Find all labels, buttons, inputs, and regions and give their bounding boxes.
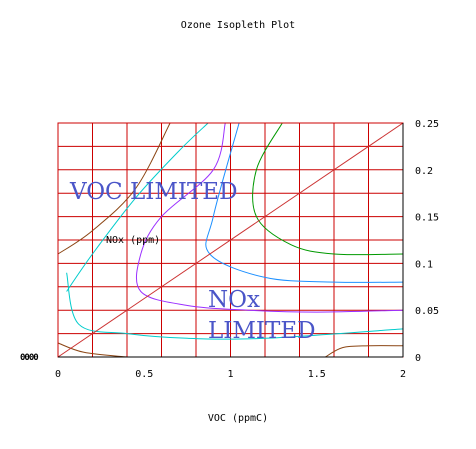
x-tick-label: 1	[227, 369, 233, 380]
isopleth-curve	[57, 122, 171, 255]
x-axis-label: VOC (ppmC)	[207, 413, 269, 424]
x-tick-label: 0	[55, 369, 61, 380]
y-tick-label: 0.1	[415, 259, 433, 270]
isopleth-curves	[57, 122, 404, 358]
isopleth-curve	[66, 272, 404, 340]
plot-frame	[57, 122, 404, 358]
y-axis-label: NOx (ppm)	[106, 235, 161, 246]
ridge-line	[57, 122, 404, 358]
x-tick-label: 0.5	[135, 369, 153, 380]
nox-limited-annotation-line1: NOx	[208, 287, 260, 313]
y-tick-label: 0.15	[415, 213, 439, 224]
isopleth-curve	[205, 122, 404, 283]
x-tick-label: 2	[400, 369, 406, 380]
left-axis-tick-text: 0000	[20, 353, 39, 363]
isopleth-curve	[66, 122, 209, 292]
y-tick-label: 0.25	[415, 119, 439, 130]
y-tick-label: 0	[415, 353, 421, 364]
y-tick-label: 0.2	[415, 166, 433, 177]
isopleth-curve	[252, 122, 404, 256]
nox-limited-annotation-line2: LIMITED	[208, 318, 316, 344]
tick-labels: 0 0.5 1 1.5 200.050.10.150.20.25	[55, 119, 439, 380]
isopleth-curve	[135, 122, 404, 313]
ridge-line-segment	[57, 122, 404, 358]
isopleth-curve	[57, 342, 128, 358]
voc-limited-annotation: VOC LIMITED	[70, 179, 238, 205]
isopleth-curve	[325, 345, 404, 358]
chart-title: Ozone Isopleth Plot	[180, 20, 296, 31]
x-tick-label: 1.5	[308, 369, 326, 380]
y-tick-label: 0.05	[415, 306, 439, 317]
